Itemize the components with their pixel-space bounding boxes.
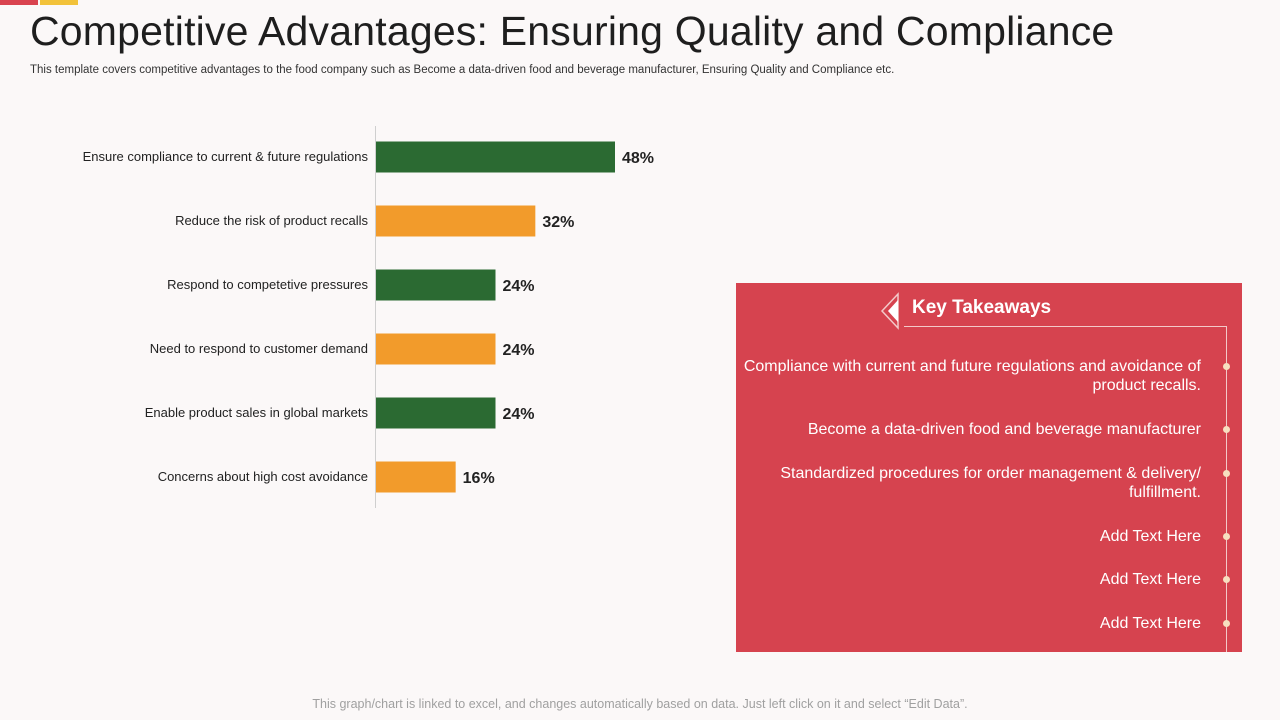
bullet-dot-icon	[1223, 533, 1230, 540]
takeaway-item: Compliance with current and future regul…	[743, 358, 1201, 394]
category-label: Need to respond to customer demand	[150, 341, 368, 356]
bar[interactable]	[376, 397, 496, 429]
category-label: Concerns about high cost avoidance	[158, 469, 368, 484]
takeaway-item: Add Text Here	[1099, 528, 1201, 545]
bar[interactable]	[376, 461, 456, 493]
bullet-dot-icon	[1223, 620, 1230, 627]
key-takeaways-panel: Key Takeaways Compliance with current an…	[736, 283, 1242, 652]
chevron-left-icon	[880, 292, 899, 330]
bullet-dot-icon	[1223, 363, 1230, 370]
value-label: 24%	[503, 342, 535, 359]
takeaways-timeline-line	[1226, 326, 1227, 652]
bar[interactable]	[376, 269, 496, 301]
category-label: Enable product sales in global markets	[145, 405, 369, 420]
value-label: 16%	[463, 470, 495, 487]
bullet-dot-icon	[1223, 576, 1230, 583]
takeaway-item: Add Text Here	[1099, 571, 1201, 588]
bar[interactable]	[376, 141, 615, 173]
accent-bar-red	[0, 0, 38, 5]
footer-note: This graph/chart is linked to excel, and…	[312, 697, 968, 711]
takeaway-item: Standardized procedures for order manage…	[780, 465, 1201, 501]
value-label: 48%	[622, 150, 654, 167]
takeaway-item: Become a data-driven food and beverage m…	[807, 421, 1201, 438]
page-title: Competitive Advantages: Ensuring Quality…	[30, 8, 1115, 54]
page-subtitle: This template covers competitive advanta…	[30, 64, 895, 76]
accent-bar-yellow	[40, 0, 78, 5]
category-label: Ensure compliance to current & future re…	[83, 149, 369, 164]
category-label: Reduce the risk of product recalls	[175, 213, 368, 228]
chart-bars: Ensure compliance to current & future re…	[83, 141, 654, 493]
value-label: 24%	[503, 278, 535, 295]
bar[interactable]	[376, 333, 496, 365]
bullet-dot-icon	[1223, 470, 1230, 477]
takeaways-divider	[904, 326, 1226, 327]
category-label: Respond to competetive pressures	[167, 277, 368, 292]
value-label: 32%	[542, 214, 574, 231]
bullet-dot-icon	[1223, 426, 1230, 433]
bar[interactable]	[376, 205, 536, 237]
takeaway-item: Add Text Here	[1099, 615, 1201, 632]
bar-chart[interactable]: Ensure compliance to current & future re…	[0, 120, 720, 520]
key-takeaways-title: Key Takeaways	[912, 297, 1052, 318]
value-label: 24%	[503, 406, 535, 423]
